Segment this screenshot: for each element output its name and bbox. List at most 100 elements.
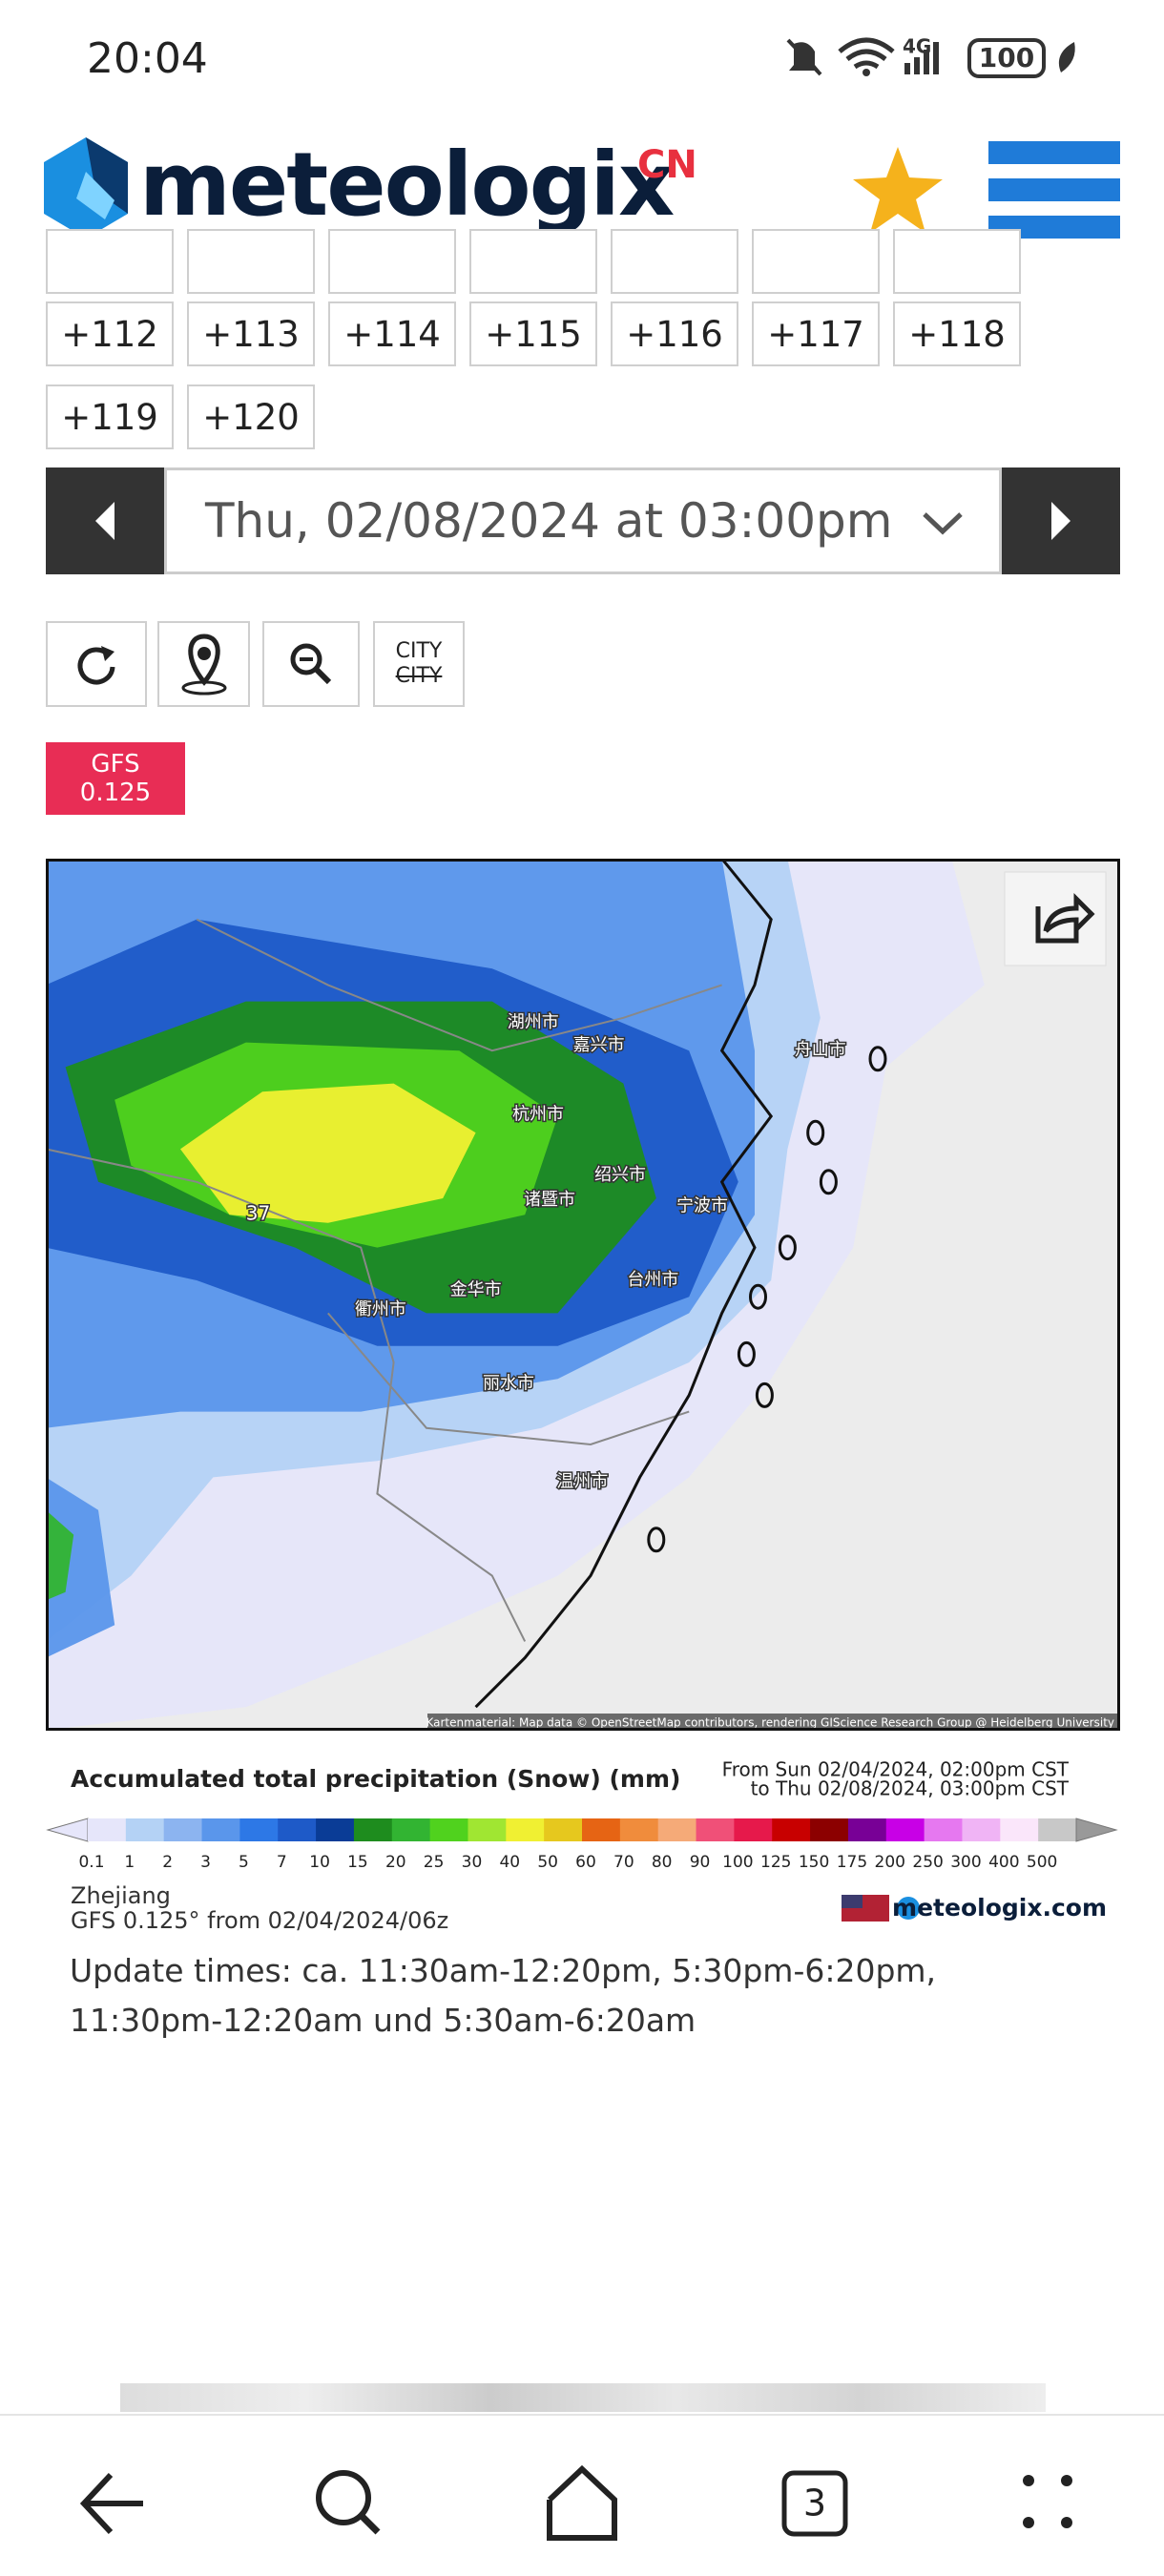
island: [778, 1235, 797, 1261]
region-name: Zhejiang: [71, 1882, 171, 1909]
map-label: 丽水市: [483, 1373, 534, 1393]
legend-swatch: [582, 1818, 621, 1841]
city-label-struck: CITY: [395, 664, 443, 688]
legend-swatch: [163, 1818, 203, 1841]
update-line: Update times: ca. 11:30am-12:20pm, 5:30p…: [70, 1952, 937, 1989]
menu-button[interactable]: [988, 141, 1120, 239]
hour-button[interactable]: +118: [893, 301, 1021, 366]
locate-button[interactable]: [157, 621, 250, 707]
site-icon: [897, 1897, 920, 1920]
legend-label: 0.1: [78, 1853, 104, 1872]
clock: 20:04: [87, 34, 208, 83]
brand-region: CN: [637, 143, 697, 187]
legend-swatch: [544, 1818, 583, 1841]
legend-swatch: [696, 1818, 735, 1841]
logo-icon[interactable]: [38, 134, 134, 248]
legend-swatch: [1038, 1818, 1077, 1841]
attribution-bg: [427, 1714, 1120, 1731]
attribution: Kartenmaterial: Map data © OpenStreetMap…: [426, 1716, 1114, 1730]
hour-button[interactable]: [893, 229, 1021, 294]
legend-label: 125: [760, 1853, 791, 1872]
hour-button[interactable]: [611, 229, 738, 294]
update-line: 11:30pm-12:20am und 5:30am-6:20am: [70, 2002, 696, 2039]
map-label: 金华市: [450, 1279, 502, 1299]
legend-arrow: [46, 1818, 89, 1842]
legend-label: 40: [499, 1853, 520, 1872]
hour-button[interactable]: +117: [752, 301, 880, 366]
region-border: [46, 1148, 527, 1642]
favorite-star[interactable]: [851, 145, 945, 235]
hour-button[interactable]: [187, 229, 315, 294]
brand[interactable]: meteologix: [139, 134, 675, 236]
legend-swatch: [468, 1818, 507, 1841]
battery: 100: [979, 42, 1034, 73]
legend-label: 2: [162, 1853, 173, 1872]
legend-swatch: [810, 1818, 849, 1841]
hour-button[interactable]: +119: [46, 384, 174, 449]
hour-button[interactable]: [46, 229, 174, 294]
tabs-button[interactable]: 3: [781, 2470, 848, 2537]
home-button[interactable]: [547, 2464, 617, 2541]
legend-period: From Sun 02/04/2024, 02:00pm CST: [722, 1758, 1070, 1781]
share-icon: [1035, 892, 1095, 944]
hour-button[interactable]: +114: [328, 301, 456, 366]
hour-button[interactable]: [752, 229, 880, 294]
legend-swatch: [734, 1818, 773, 1841]
map-label: 杭州市: [512, 1104, 564, 1124]
next-button[interactable]: [1002, 467, 1120, 574]
city-label: CITY: [395, 639, 443, 663]
legend-swatch: [772, 1818, 811, 1841]
legend-swatch: [657, 1818, 697, 1841]
hour-button[interactable]: [469, 229, 597, 294]
map-label: 台州市: [627, 1270, 678, 1290]
legend-label: 30: [462, 1853, 483, 1872]
legend-label: 400: [988, 1853, 1019, 1872]
legend-swatch: [847, 1818, 887, 1841]
menu-dots[interactable]: [1023, 2475, 1072, 2528]
search-button[interactable]: [316, 2470, 381, 2535]
map-label: 嘉兴市: [573, 1035, 625, 1055]
model-badge[interactable]: GFS 0.125: [46, 742, 185, 815]
back-button[interactable]: [79, 2472, 143, 2535]
hour-button[interactable]: +116: [611, 301, 738, 366]
legend-label: 175: [837, 1853, 867, 1872]
island: [737, 1340, 756, 1367]
region-border: [327, 1312, 690, 1446]
legend-label: 3: [200, 1853, 211, 1872]
legend-label: 500: [1027, 1853, 1057, 1872]
legend-swatch: [201, 1818, 240, 1841]
clipped-image: [120, 2383, 1046, 2412]
hour-button[interactable]: +120: [187, 384, 315, 449]
reload-button[interactable]: [46, 621, 147, 707]
hour-button[interactable]: +112: [46, 301, 174, 366]
island: [819, 1169, 838, 1195]
legend-label: 7: [277, 1853, 287, 1872]
legend-label: 100: [722, 1853, 753, 1872]
hour-button[interactable]: +113: [187, 301, 315, 366]
legend-label: 25: [424, 1853, 445, 1872]
nav-bar: 3: [0, 2414, 1164, 2576]
hour-button[interactable]: +115: [469, 301, 597, 366]
legend-title: Accumulated total precipitation (Snow) (…: [71, 1765, 680, 1793]
city-toggle[interactable]: CITY CITY: [373, 621, 465, 707]
hour-button[interactable]: [328, 229, 456, 294]
tab-count: 3: [803, 2483, 826, 2524]
island: [868, 1046, 887, 1072]
share-button[interactable]: [1004, 871, 1107, 966]
legend-period: to Thu 02/08/2024, 03:00pm CST: [751, 1777, 1070, 1800]
prev-button[interactable]: [46, 467, 164, 574]
island: [749, 1283, 767, 1310]
map-label: 诸暨市: [524, 1190, 575, 1210]
legend-swatch: [278, 1818, 317, 1841]
date-select[interactable]: Thu, 02/08/2024 at 03:00pm: [164, 467, 1002, 574]
map-label: 温州市: [556, 1472, 608, 1492]
model-resolution: 0.125: [79, 779, 152, 807]
legend-label: 250: [912, 1853, 943, 1872]
legend-arrow: [1075, 1818, 1118, 1842]
legend-label: 60: [575, 1853, 596, 1872]
legend-label: 50: [537, 1853, 558, 1872]
island: [755, 1381, 774, 1408]
zoom-out-button[interactable]: [262, 621, 360, 707]
